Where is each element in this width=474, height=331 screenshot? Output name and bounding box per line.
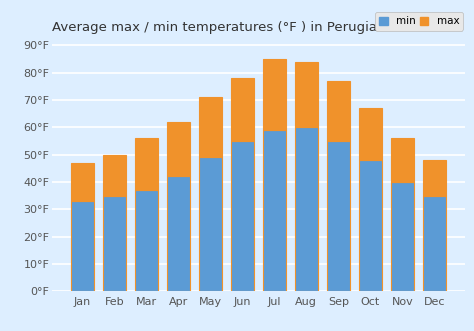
Bar <box>199 97 222 157</box>
Bar <box>423 196 446 291</box>
Bar <box>391 182 414 291</box>
Bar <box>423 160 446 196</box>
Bar <box>327 141 350 291</box>
Bar <box>71 163 94 201</box>
Bar <box>71 201 94 291</box>
Bar <box>135 190 158 291</box>
Bar <box>295 62 318 127</box>
Bar <box>359 160 382 291</box>
Bar <box>391 138 414 182</box>
Bar <box>231 141 254 291</box>
Bar <box>103 155 126 196</box>
Bar <box>263 59 286 130</box>
Bar <box>295 127 318 291</box>
Bar <box>199 157 222 291</box>
Bar <box>167 122 190 176</box>
Bar <box>231 78 254 141</box>
Bar <box>135 138 158 190</box>
Bar <box>263 130 286 291</box>
Legend: min, max: min, max <box>375 12 464 30</box>
Bar <box>359 108 382 160</box>
Text: Average max / min temperatures (°F ) in Perugia: Average max / min temperatures (°F ) in … <box>52 22 377 34</box>
Bar <box>103 196 126 291</box>
Bar <box>327 81 350 141</box>
Bar <box>167 176 190 291</box>
